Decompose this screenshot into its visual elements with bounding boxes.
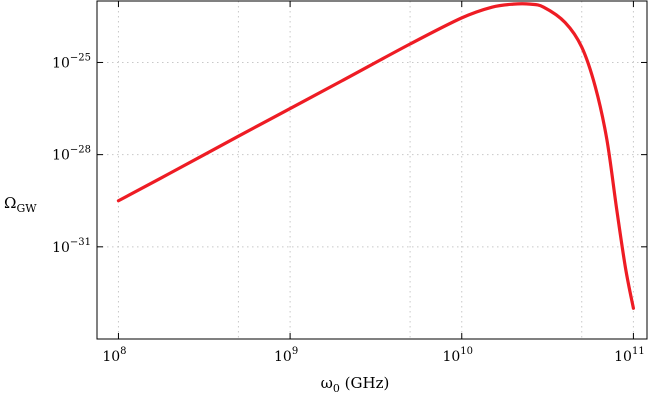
y-tick-label-exp: −25	[70, 52, 91, 63]
x-tick-label-base: 10	[274, 349, 292, 365]
x-axis-label-sub: 0	[333, 382, 340, 395]
y-tick-label-base: 10	[52, 240, 70, 256]
x-axis-label-main: ω	[321, 374, 333, 392]
y-tick-label-exp: −28	[70, 145, 91, 156]
x-axis-label: ω0 (GHz)	[321, 374, 390, 395]
series-layer	[116, 2, 636, 310]
x-tick-label: 1011	[614, 346, 645, 365]
x-tick-label: 108	[102, 346, 126, 365]
grid-layer	[97, 1, 647, 339]
y-tick-label: 10−31	[52, 237, 91, 256]
y-tick-label-base: 10	[52, 148, 70, 164]
y-tick-label: 10−28	[52, 145, 91, 164]
x-tick-label-exp: 11	[632, 346, 645, 357]
ticks-layer	[97, 1, 647, 339]
x-axis-label-unit: (GHz)	[340, 374, 389, 392]
series-line	[116, 2, 636, 310]
x-tick-label: 1010	[442, 346, 473, 365]
y-tick-label: 10−25	[52, 52, 91, 71]
x-tick-label-exp: 9	[292, 346, 298, 357]
x-tick-label-base: 10	[442, 349, 460, 365]
x-tick-labels: 108 109 1010 1011	[102, 346, 644, 365]
y-axis-label-main: Ω	[4, 194, 16, 212]
x-tick-label: 109	[274, 346, 298, 365]
y-axis-label: ΩGW	[4, 194, 37, 215]
plot-frame	[96, 0, 648, 340]
y-tick-label-exp: −31	[70, 237, 91, 248]
x-tick-label-base: 10	[102, 349, 120, 365]
y-axis-label-sub: GW	[16, 202, 37, 215]
y-tick-label-base: 10	[52, 55, 70, 71]
x-tick-label-exp: 10	[460, 346, 473, 357]
x-tick-label-exp: 8	[120, 346, 126, 357]
x-tick-label-base: 10	[614, 349, 632, 365]
